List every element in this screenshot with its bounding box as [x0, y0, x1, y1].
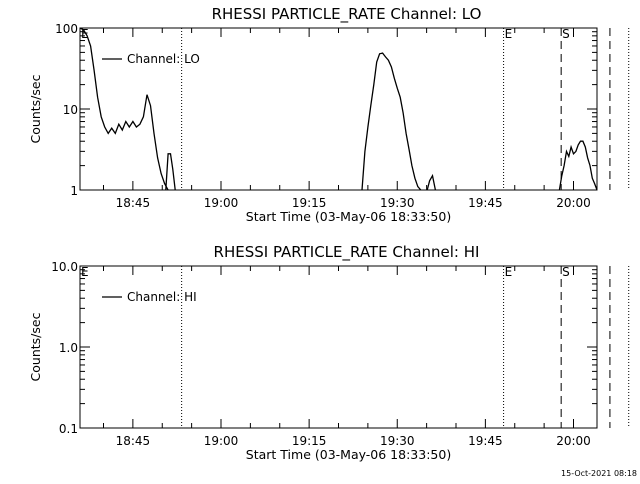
x-tick-label-1: 18:45	[116, 434, 151, 448]
x-tick-label-0: 20:00	[556, 196, 591, 210]
x-tick-label-0: 19:30	[380, 196, 415, 210]
series-line-segment-0	[426, 173, 437, 190]
event-marker-label-1: E	[505, 265, 513, 279]
y-tick-label-1: 1.0	[59, 341, 78, 355]
x-tick-label-1: 19:15	[292, 434, 327, 448]
series-line-segment-0	[80, 28, 169, 190]
chart-title-1: RHESSI PARTICLE_RATE Channel: HI	[214, 243, 480, 262]
series-line-segment-0	[596, 184, 597, 190]
event-marker-label-0: S	[562, 27, 570, 41]
series-line-segment-0	[165, 153, 176, 190]
event-marker-label-1: E	[81, 265, 89, 279]
x-tick-label-0: 19:45	[468, 196, 503, 210]
chart-title-0: RHESSI PARTICLE_RATE Channel: LO	[212, 5, 482, 24]
x-axis-label-0: Start Time (03-May-06 18:33:50)	[246, 209, 451, 224]
x-tick-label-1: 19:30	[380, 434, 415, 448]
x-tick-label-0: 19:00	[204, 196, 239, 210]
x-tick-label-1: 20:00	[556, 434, 591, 448]
y-axis-label-1: Counts/sec	[28, 312, 43, 381]
y-tick-label-0: 100	[55, 22, 78, 36]
y-tick-label-1: 10.0	[51, 260, 78, 274]
footer-timestamp: 15-Oct-2021 08:18	[561, 469, 637, 478]
y-tick-label-0: 10	[63, 103, 78, 117]
y-tick-label-1: 0.1	[59, 422, 78, 436]
x-tick-label-1: 19:45	[468, 434, 503, 448]
y-tick-label-0: 1	[70, 184, 78, 198]
event-marker-label-0: E	[505, 27, 513, 41]
x-tick-label-0: 19:15	[292, 196, 327, 210]
legend-label-1: Channel: HI	[127, 290, 197, 304]
event-marker-label-0: E	[81, 27, 89, 41]
series-line-segment-0	[361, 52, 422, 190]
series-line-segment-0	[629, 109, 636, 166]
x-axis-label-1: Start Time (03-May-06 18:33:50)	[246, 447, 451, 462]
event-marker-label-1: S	[562, 265, 570, 279]
x-tick-label-1: 19:00	[204, 434, 239, 448]
legend-label-0: Channel: LO	[127, 52, 200, 66]
y-axis-label-0: Counts/sec	[28, 74, 43, 143]
series-line-segment-0	[558, 140, 597, 190]
x-tick-label-0: 18:45	[116, 196, 151, 210]
